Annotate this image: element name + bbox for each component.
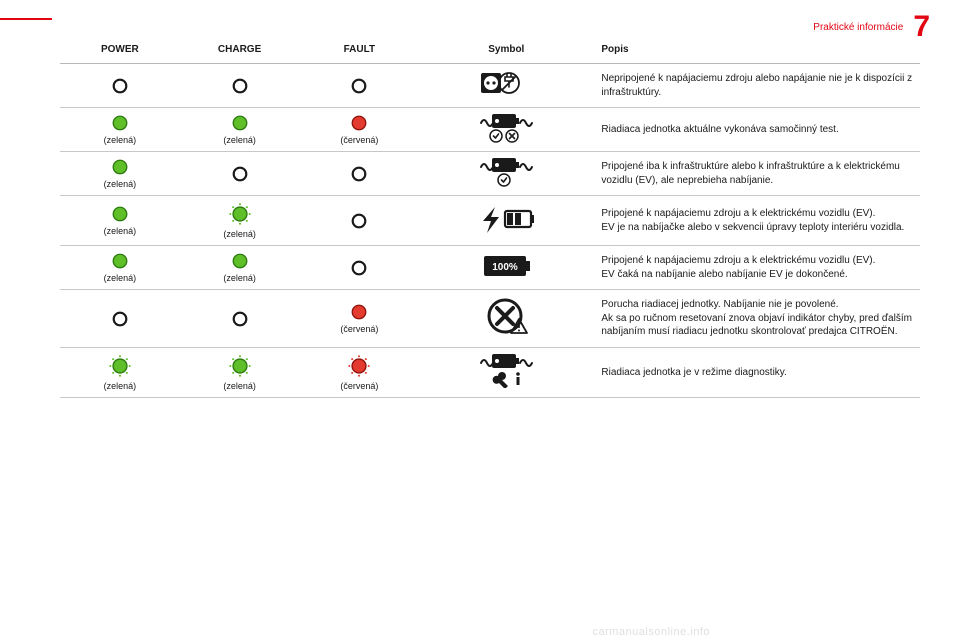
- led-fault: [299, 152, 419, 196]
- header-power: POWER: [60, 38, 180, 64]
- table-row: Nepripojené k napájaciemu zdroju alebo n…: [60, 64, 920, 108]
- table-row: (zelená) (zelená) Pripojené k napájaciemu …: [60, 196, 920, 246]
- led-charge: (zelená): [180, 196, 300, 246]
- description: Riadiaca jednotka je v režime diagnostik…: [593, 348, 920, 398]
- table-header-row: POWER CHARGE FAULT Symbol Popis: [60, 38, 920, 64]
- led-caption: (červená): [340, 135, 378, 145]
- accent-bar: [0, 18, 52, 20]
- led-caption: (zelená): [104, 226, 137, 236]
- led-power: [60, 290, 180, 348]
- description: Porucha riadiacej jednotky. Nabíjanie ni…: [593, 290, 920, 348]
- status-symbol: [419, 64, 593, 108]
- led-power: (zelená): [60, 108, 180, 152]
- status-symbol: [419, 246, 593, 290]
- led-fault: [299, 246, 419, 290]
- table-row: (zelená) (zelená) Pripojené k napájaciemu …: [60, 246, 920, 290]
- led-caption: (červená): [340, 381, 378, 391]
- led-charge: (zelená): [180, 108, 300, 152]
- led-charge: [180, 64, 300, 108]
- led-power: (zelená): [60, 196, 180, 246]
- header-fault: FAULT: [299, 38, 419, 64]
- description: Riadiaca jednotka aktuálne vykonáva samo…: [593, 108, 920, 152]
- description: Nepripojené k napájaciemu zdroju alebo n…: [593, 64, 920, 108]
- description: Pripojené k napájaciemu zdroju a k elekt…: [593, 196, 920, 246]
- status-symbol: [419, 196, 593, 246]
- table-row: (zelená) (zelená) (červená) Riadiaca jednot…: [60, 348, 920, 398]
- led-fault: (červená): [299, 348, 419, 398]
- led-charge: (zelená): [180, 348, 300, 398]
- led-caption: (zelená): [104, 135, 137, 145]
- header-charge: CHARGE: [180, 38, 300, 64]
- page-footer: carmanualsonline.info: [592, 626, 710, 638]
- led-power: (zelená): [60, 348, 180, 398]
- led-caption: (zelená): [223, 273, 256, 283]
- led-caption: (zelená): [104, 179, 137, 189]
- led-fault: (červená): [299, 290, 419, 348]
- table-row: (červená) Porucha riadiacej jednotky. Nab…: [60, 290, 920, 348]
- led-fault: [299, 64, 419, 108]
- header-symbol: Symbol: [419, 38, 593, 64]
- status-symbol: [419, 152, 593, 196]
- led-caption: (červená): [340, 324, 378, 334]
- header-popis: Popis: [593, 38, 920, 64]
- led-caption: (zelená): [223, 381, 256, 391]
- led-fault: [299, 196, 419, 246]
- status-symbol: [419, 108, 593, 152]
- table-row: (zelená) Pripojené iba k infraštruktúre a…: [60, 152, 920, 196]
- status-symbol: [419, 290, 593, 348]
- led-caption: (zelená): [104, 381, 137, 391]
- led-caption: (zelená): [104, 273, 137, 283]
- led-fault: (červená): [299, 108, 419, 152]
- led-power: (zelená): [60, 246, 180, 290]
- led-charge: [180, 152, 300, 196]
- description: Pripojené iba k infraštruktúre alebo k i…: [593, 152, 920, 196]
- led-caption: (zelená): [223, 229, 256, 239]
- led-caption: (zelená): [223, 135, 256, 145]
- table-row: (zelená) (zelená) (červená) Riadiaca jednot…: [60, 108, 920, 152]
- description: Pripojené k napájaciemu zdroju a k elekt…: [593, 246, 920, 290]
- led-charge: (zelená): [180, 246, 300, 290]
- led-power: [60, 64, 180, 108]
- indicator-table: POWER CHARGE FAULT Symbol Popis Nepripoj…: [60, 38, 920, 398]
- status-symbol: [419, 348, 593, 398]
- led-charge: [180, 290, 300, 348]
- led-power: (zelená): [60, 152, 180, 196]
- section-title: Praktické informácie: [813, 22, 903, 33]
